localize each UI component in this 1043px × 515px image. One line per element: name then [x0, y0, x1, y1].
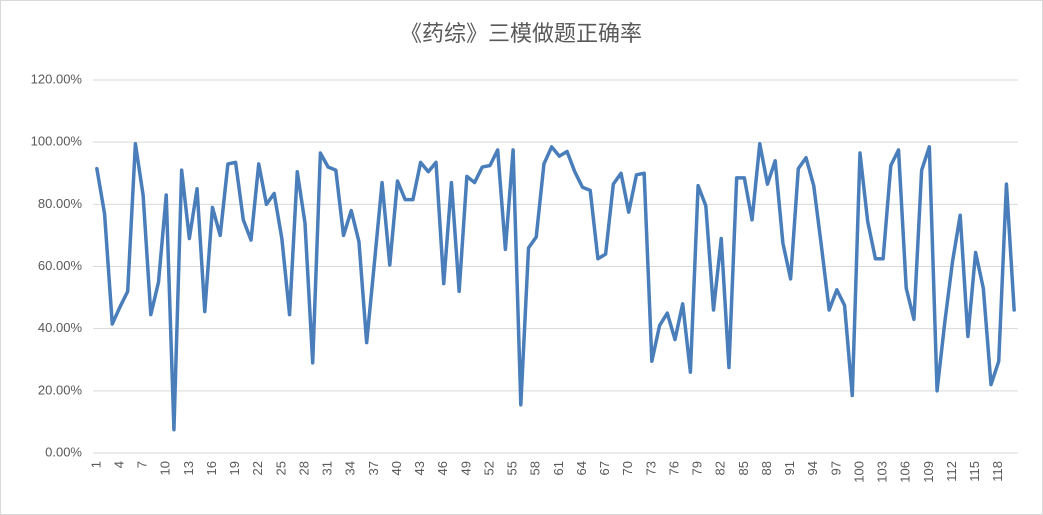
x-tick-label: 1 [88, 461, 103, 468]
y-tick-label: 60.00% [38, 258, 83, 273]
y-tick-label: 100.00% [31, 134, 83, 149]
x-tick-label: 85 [736, 461, 751, 475]
x-tick-label: 43 [412, 461, 427, 475]
x-tick-label: 100 [851, 461, 866, 483]
x-tick-label: 112 [944, 461, 959, 482]
data-line [95, 141, 1016, 432]
x-tick-label: 22 [250, 461, 265, 475]
x-tick-label: 16 [204, 461, 219, 475]
y-tick-label: 80.00% [38, 196, 83, 211]
x-tick-label: 34 [343, 461, 358, 475]
y-tick-label: 20.00% [38, 382, 83, 397]
x-tick-label: 31 [320, 461, 335, 475]
x-tick-label: 61 [551, 461, 566, 475]
y-tick-label: 0.00% [45, 444, 82, 459]
x-tick-label: 94 [805, 461, 820, 475]
x-tick-label: 118 [990, 461, 1005, 482]
x-tick-label: 10 [158, 461, 173, 475]
x-tick-label: 4 [111, 461, 126, 468]
x-tick-label: 115 [967, 461, 982, 482]
x-tick-label: 103 [875, 461, 890, 483]
x-tick-label: 64 [574, 461, 589, 475]
x-tick-label: 37 [366, 461, 381, 475]
x-tick-label: 88 [759, 461, 774, 475]
x-tick-label: 97 [828, 461, 843, 475]
x-tick-label: 109 [921, 461, 936, 483]
x-tick-label: 49 [458, 461, 473, 475]
x-tick-label: 25 [273, 461, 288, 475]
x-tick-label: 67 [597, 461, 612, 475]
x-tick-label: 19 [227, 461, 242, 475]
x-tick-label: 40 [389, 461, 404, 475]
x-tick-label: 13 [181, 461, 196, 475]
chart-title: 《药综》三模做题正确率 [400, 21, 642, 46]
x-tick-label: 70 [620, 461, 635, 475]
x-tick-label: 91 [782, 461, 797, 475]
x-tick-label: 73 [643, 461, 658, 475]
x-tick-label: 7 [135, 461, 150, 468]
y-tick-label: 120.00% [31, 71, 83, 86]
x-tick-label: 106 [898, 461, 913, 483]
x-tick-label: 28 [296, 461, 311, 475]
x-tick-label: 82 [713, 461, 728, 475]
x-tick-label: 79 [690, 461, 705, 475]
x-tick-label: 46 [435, 461, 450, 475]
x-tick-label: 76 [666, 461, 681, 475]
x-tick-label: 55 [505, 461, 520, 475]
y-tick-label: 40.00% [38, 320, 83, 335]
x-tick-label: 52 [481, 461, 496, 475]
x-tick-label: 58 [528, 461, 543, 475]
